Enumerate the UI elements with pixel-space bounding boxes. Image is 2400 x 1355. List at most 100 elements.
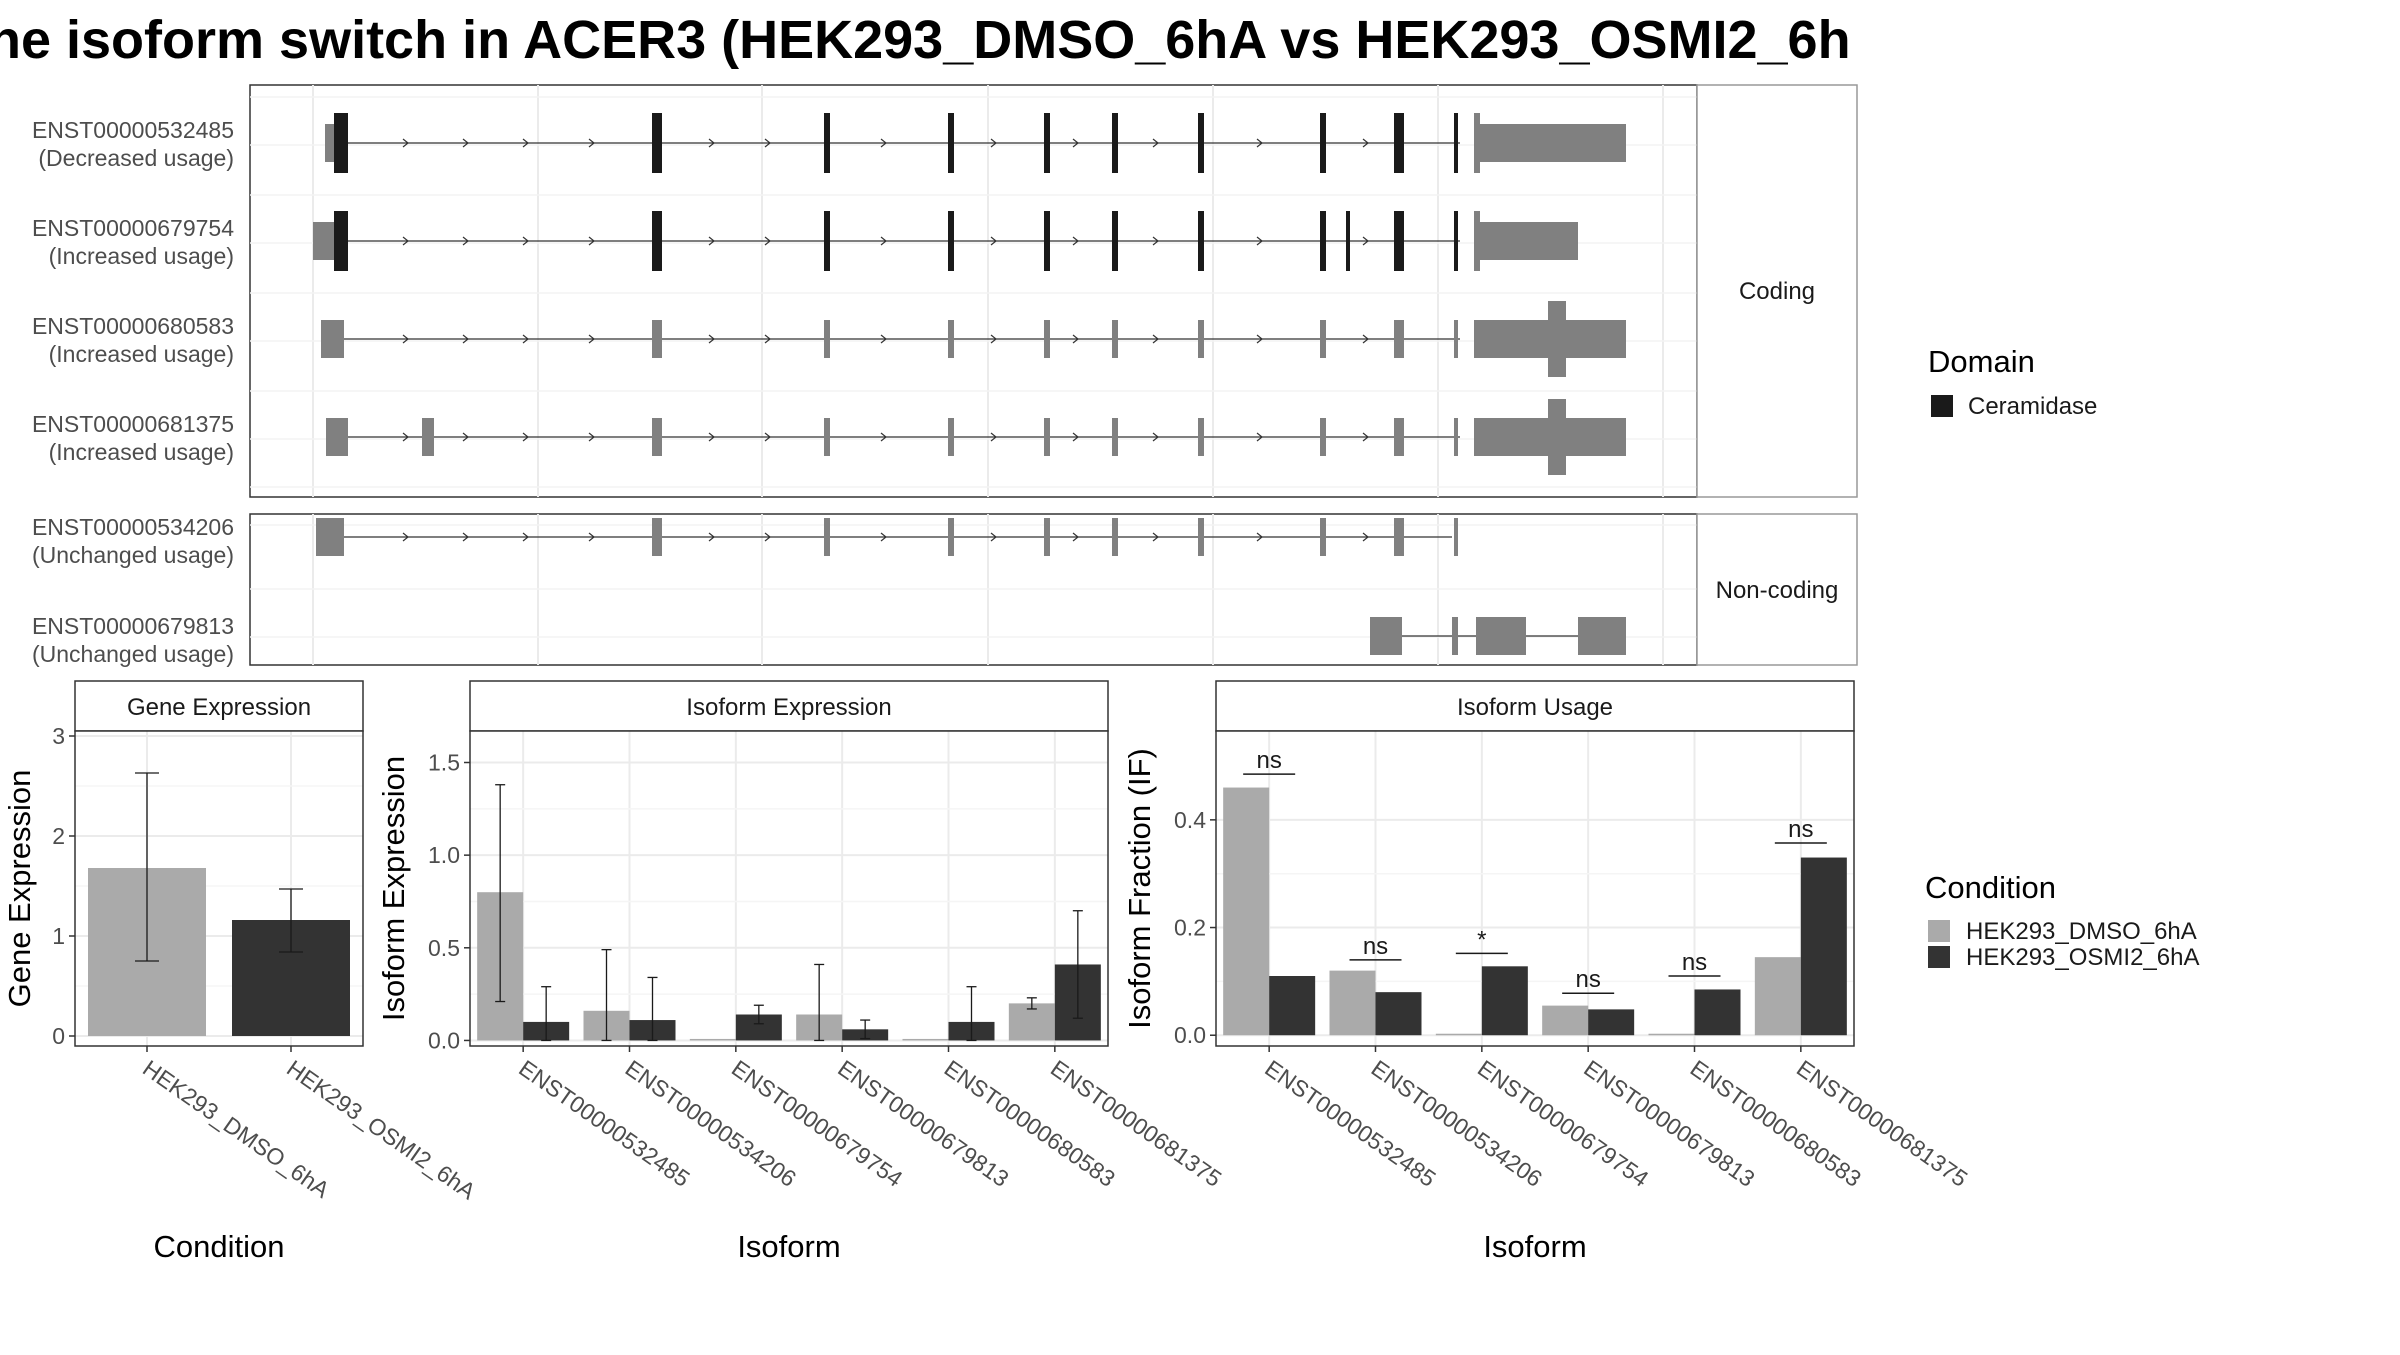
transcript-labels: ENST00000532485 (Decreased usage) ENST00… [32,117,234,667]
x-tick-label: ENST00000534206 [1367,1055,1547,1192]
chart-title: Gene Expression [127,694,311,721]
intron-arrow [522,432,529,442]
intron-arrow [1152,432,1159,442]
utr-exon [321,320,344,358]
transcript-label-id: ENST00000532485 [32,117,234,143]
domain-exon [1112,113,1118,173]
noncoding-strip: Non-coding [1696,513,1858,666]
x-tick-label: ENST00000534206 [621,1055,801,1192]
transcript-label-status: (Increased usage) [49,439,234,465]
intron-arrow [1256,236,1263,246]
x-axis-title: Isoform [737,1229,840,1264]
intron-arrow [708,334,715,344]
expression-charts: Gene Expression0123HEK293_DMSO_6hAHEK293… [2,680,1972,1264]
y-tick-label: 0.2 [1174,915,1206,941]
transcript-label-status: (Unchanged usage) [32,641,234,667]
domain-exon [1454,211,1458,271]
intron-arrow [764,138,771,148]
domain-legend: Domain Ceramidase [1928,344,2097,420]
transcript-label-status: (Unchanged usage) [32,542,234,568]
intron-arrow [402,532,409,542]
y-tick-label: 1.0 [428,842,460,868]
domain-exon [652,211,662,271]
significance-label: ns [1682,949,1707,976]
intron-arrow [990,138,997,148]
coding-strip-label: Coding [1739,278,1815,305]
utr-exon [1452,617,1458,655]
x-tick-label: ENST00000681375 [1792,1055,1972,1192]
intron-arrow [708,236,715,246]
domain-exon [948,211,954,271]
transcript-label-id: ENST00000534206 [32,514,234,540]
intron-arrow [880,334,887,344]
intron-arrow [990,432,997,442]
domain-exon [1044,211,1050,271]
x-tick-label: ENST00000679754 [1473,1055,1654,1192]
intron-arrow [1256,334,1263,344]
intron-arrow [880,236,887,246]
y-axis-title: Isoform Fraction (IF) [1122,748,1157,1029]
coding-strip: Coding [1696,84,1858,498]
condition-legend-label-osmi: HEK293_OSMI2_6hA [1966,944,2199,971]
transcript-label-id: ENST00000679754 [32,215,234,241]
y-tick-label: 1.5 [428,750,460,776]
figure-title: ne isoform switch in ACER3 (HEK293_DMSO_… [0,10,1851,70]
y-tick-label: 0.4 [1174,807,1206,833]
utr-exon [1320,518,1326,556]
transcript-structure-panels [249,84,1698,666]
bar [1694,989,1741,1036]
utr-exon [1198,518,1204,556]
utr-exon [1198,320,1204,358]
condition-legend-label-dmso: HEK293_DMSO_6hA [1966,918,2197,945]
utr-exon [1394,320,1404,358]
chart-panel: Isoform Usage 0.0 0.2 0.4 ns ns * ns ns ns ENST000… [1122,680,1972,1264]
intron-arrow [1362,532,1369,542]
x-tick-label: ENST00000679813 [833,1055,1013,1192]
domain-exon [1454,113,1458,173]
utr-exon [1320,418,1326,456]
utr-exon [326,418,348,456]
intron-arrow [1152,138,1159,148]
utr-exon [1480,124,1626,162]
intron-arrow [880,432,887,442]
domain-exon [1044,113,1050,173]
y-tick-label: 3 [52,723,65,749]
intron-arrow [402,138,409,148]
utr-exon [652,518,662,556]
y-axis-title: Gene Expression [2,770,37,1008]
utr-exon [1394,418,1404,456]
transcript-label-id: ENST00000681375 [32,411,234,437]
condition-legend-swatch-osmi [1928,946,1950,968]
utr-exon [1320,320,1326,358]
y-tick-label: 0.0 [1174,1022,1206,1048]
utr-exon [1480,222,1578,260]
x-axis-title: Isoform [1483,1229,1586,1264]
y-tick-label: 1 [52,923,65,949]
utr-exon [652,320,662,358]
intron-arrow [522,138,529,148]
domain-exon [1320,113,1326,173]
intron-arrow [588,236,595,246]
condition-legend-swatch-dmso [1928,920,1950,942]
y-tick-label: 0.5 [428,935,460,961]
utr-exon [1198,418,1204,456]
x-tick-label: ENST00000681375 [1046,1055,1226,1192]
domain-legend-swatch [1931,395,1953,417]
intron-arrow [990,334,997,344]
cds-exon [1474,211,1480,271]
plot-background [470,731,1108,1046]
bar [1800,857,1847,1036]
intron-arrow [1362,432,1369,442]
utr-exon [1454,418,1458,456]
utr-exon [824,518,830,556]
significance-label: ns [1256,747,1281,774]
intron-arrow [588,334,595,344]
domain-exon [824,113,830,173]
domain-exon [1346,211,1350,271]
utr-exon [948,518,954,556]
utr-exon [1044,418,1050,456]
plot-border [469,730,1109,1047]
chart-panel: Isoform Expression 0.0 0.5 1.0 1.5 ENST000005… [376,680,1226,1264]
intron-arrow [402,236,409,246]
transcript-label-id: ENST00000679813 [32,613,234,639]
